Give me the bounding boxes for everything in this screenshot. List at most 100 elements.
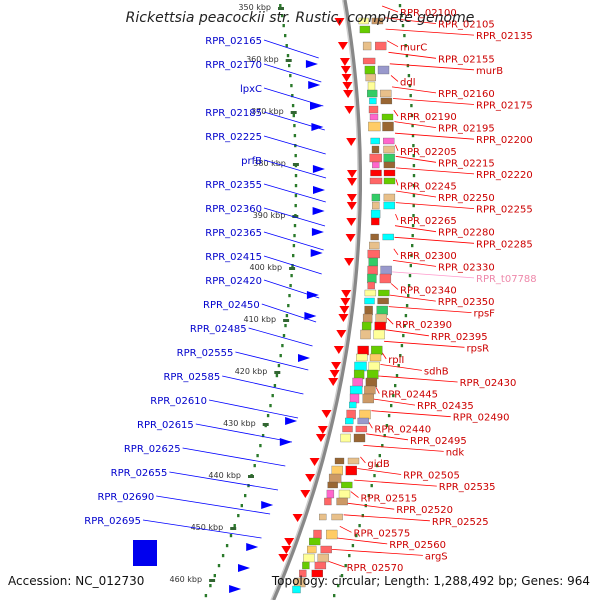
gene-block	[352, 377, 363, 388]
guide-dot	[405, 54, 409, 58]
gene-block	[383, 153, 395, 163]
guide-dot	[291, 104, 295, 108]
guide-dot	[412, 144, 415, 148]
guide-dot	[261, 434, 265, 438]
left-gene-label: RPR_02420	[205, 276, 262, 287]
guide-dot	[401, 24, 405, 28]
guide-dot	[284, 34, 287, 38]
reverse-arrow	[341, 290, 352, 298]
leader-line	[169, 471, 279, 491]
gene-block	[320, 545, 332, 554]
guide-dot	[404, 314, 408, 318]
guide-dot	[404, 44, 407, 48]
right-gene-label: RPR_02505	[403, 471, 460, 482]
gene-block	[368, 361, 380, 372]
left-gene-label: RPR_02610	[150, 396, 207, 407]
leader-line	[373, 398, 416, 406]
right-gene-label: RPR_02575	[354, 528, 411, 539]
left-gene-label: RPR_02415	[205, 252, 262, 263]
guide-dot	[412, 204, 415, 208]
kbp-tick-mark	[283, 319, 290, 322]
guide-dot	[290, 84, 293, 88]
left-gene-label: RPR_02225	[205, 132, 262, 143]
guide-dot	[407, 284, 411, 288]
kbp-tick-label: 430 kbp	[223, 419, 256, 428]
gene-block	[383, 193, 396, 202]
leader-line	[263, 159, 327, 179]
kbp-tick-mark	[278, 7, 284, 10]
gene-block	[353, 433, 366, 443]
reverse-arrow	[300, 490, 311, 498]
guide-dot	[412, 164, 416, 168]
guide-dot	[209, 584, 212, 588]
leader-line	[182, 447, 286, 467]
gene-block	[367, 265, 378, 276]
leader-line	[343, 514, 430, 522]
gene-block	[380, 265, 392, 276]
gene-block-large	[133, 540, 157, 566]
guide-dot	[344, 564, 347, 568]
leader-line	[392, 98, 475, 105]
backbone-arc	[271, 0, 362, 600]
gene-block	[367, 89, 378, 98]
leader-line	[390, 75, 399, 82]
kbp-tick-mark	[292, 215, 299, 218]
leader-line	[263, 183, 326, 203]
gene-block	[383, 161, 396, 169]
reverse-arrow	[341, 74, 352, 82]
forward-arrow	[285, 417, 298, 425]
right-gene-label: RPR_02155	[438, 54, 495, 65]
left-gene-label: RPR_02555	[177, 348, 234, 359]
guide-dot	[400, 14, 403, 18]
gene-block	[341, 481, 353, 489]
reverse-arrow	[346, 202, 357, 210]
guide-dot	[293, 124, 296, 128]
guide-dot	[412, 194, 416, 198]
leader-line	[263, 207, 326, 227]
left-gene-label: RPR_02485	[190, 324, 247, 335]
gene-block	[370, 137, 380, 145]
gene-block	[303, 553, 315, 563]
left-gene-label: lpxC	[240, 84, 262, 95]
gene-block	[377, 297, 389, 305]
leader-line	[208, 399, 299, 419]
gene-block	[349, 401, 357, 409]
guide-dot	[337, 584, 340, 588]
gene-block	[369, 153, 382, 163]
right-gene-label: RPR_02570	[347, 563, 404, 574]
gene-block	[364, 289, 377, 297]
map-title: Rickettsia peacockii str. Rustic, comple…	[125, 10, 475, 26]
forward-arrow	[308, 81, 321, 89]
gene-block	[362, 57, 376, 65]
reverse-arrow	[344, 106, 355, 114]
leader-line	[350, 491, 359, 498]
leader-line	[235, 351, 309, 371]
reverse-arrow	[334, 18, 345, 26]
right-gene-label: RPR_02445	[381, 390, 438, 401]
guide-dot	[273, 384, 277, 388]
right-gene-label: RPR_02350	[438, 297, 495, 308]
guide-dot	[294, 154, 297, 158]
left-gene-label: RPR_02690	[97, 492, 154, 503]
forward-arrow	[304, 312, 317, 320]
gene-block	[292, 585, 301, 594]
reverse-arrow	[346, 138, 357, 146]
gene-block	[326, 489, 335, 499]
leader-line	[392, 271, 475, 279]
leader-line	[388, 306, 472, 313]
guide-dot	[395, 374, 399, 378]
forward-arrow	[238, 564, 250, 572]
right-gene-label: RPR_02395	[431, 332, 488, 343]
leader-line	[366, 433, 409, 441]
guide-dot	[291, 94, 294, 98]
guide-dot	[271, 394, 274, 398]
guide-dot	[381, 444, 384, 448]
reverse-arrow	[340, 298, 351, 306]
left-gene-label: RPR_02625	[124, 444, 181, 455]
guide-dot	[376, 464, 379, 468]
gene-block	[373, 329, 385, 340]
guide-dot	[279, 354, 282, 358]
leader-line	[395, 213, 399, 221]
leader-line	[263, 39, 319, 59]
gene-block	[380, 97, 393, 105]
